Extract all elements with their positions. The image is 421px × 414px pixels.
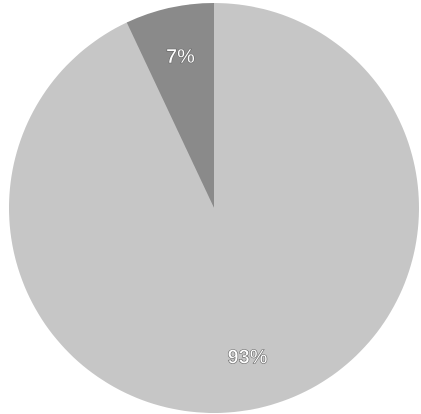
- slice-label: 7%: [166, 46, 195, 68]
- pie-slice: [126, 3, 214, 208]
- slice-label: 93%: [228, 346, 268, 368]
- pie-slice: [8, 3, 419, 413]
